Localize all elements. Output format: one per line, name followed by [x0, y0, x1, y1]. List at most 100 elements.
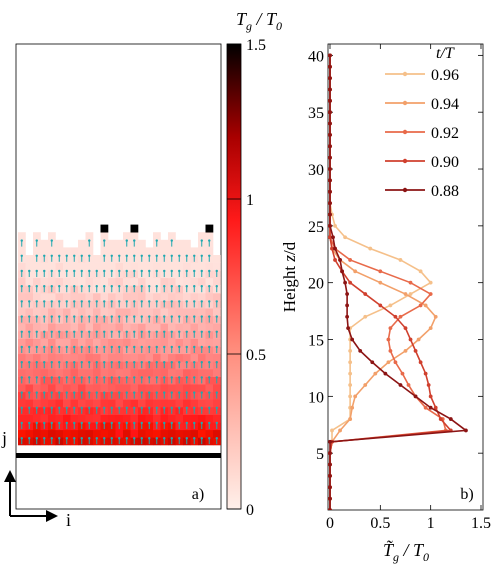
velocity-arrowhead	[28, 361, 31, 364]
heatmap-cell	[153, 232, 161, 241]
heatmap-cell	[18, 247, 26, 256]
velocity-arrowhead	[43, 269, 46, 273]
data-point	[353, 394, 358, 399]
legend-entry: 0.96	[431, 67, 459, 84]
heatmap-cell	[25, 384, 34, 393]
velocity-arrowhead	[193, 345, 196, 349]
velocity-arrowhead	[155, 437, 158, 440]
heatmap-cell	[78, 414, 86, 423]
data-point	[348, 417, 353, 421]
velocity-arrowhead	[80, 300, 83, 303]
data-point	[328, 76, 332, 80]
heatmap-cell	[175, 353, 184, 362]
heatmap-cell	[108, 384, 116, 393]
heatmap-cell	[153, 399, 161, 408]
heatmap-cell	[18, 308, 26, 317]
heatmap-cell	[115, 277, 124, 286]
velocity-arrowhead	[20, 239, 23, 242]
data-point	[386, 337, 391, 342]
velocity-arrowhead	[110, 254, 113, 257]
velocity-arrowhead	[35, 285, 38, 288]
velocity-arrowhead	[215, 391, 218, 394]
velocity-arrowhead	[208, 376, 211, 379]
velocity-arrowhead	[73, 345, 76, 349]
velocity-arrowhead	[80, 406, 83, 409]
data-point	[378, 280, 383, 285]
heatmap-cell	[153, 414, 161, 423]
heatmap-cell	[18, 262, 26, 271]
data-point	[333, 223, 337, 228]
velocity-arrowhead	[95, 376, 98, 379]
data-point	[328, 235, 332, 240]
heatmap-cell	[48, 384, 56, 393]
velocity-arrowhead	[148, 406, 151, 409]
heatmap-cell	[183, 414, 191, 423]
heatmap-cell	[100, 277, 109, 286]
heatmap-cell	[93, 323, 101, 332]
heatmap-cell	[198, 323, 206, 332]
velocity-arrowhead	[118, 421, 121, 425]
velocity-arrowhead	[193, 391, 196, 394]
heatmap-cell	[138, 239, 146, 248]
velocity-arrowhead	[140, 254, 143, 257]
heatmap-cell	[198, 262, 206, 271]
velocity-arrowhead	[95, 345, 98, 349]
heatmap-cell	[55, 247, 64, 256]
heatmap-cell	[40, 429, 49, 438]
velocity-arrowhead	[65, 437, 68, 440]
data-point	[378, 303, 383, 308]
velocity-arrowhead	[103, 391, 106, 394]
heatmap-cell	[85, 353, 94, 362]
velocity-arrowhead	[155, 254, 158, 257]
data-point	[403, 326, 408, 331]
velocity-arrowhead	[118, 315, 121, 318]
heatmap-cell	[33, 277, 41, 286]
heatmap-cell	[115, 239, 124, 248]
data-point	[345, 303, 350, 308]
data-point	[373, 371, 378, 376]
heatmap-cell	[168, 384, 176, 393]
heatmap-cell	[93, 308, 101, 317]
velocity-arrowhead	[118, 406, 121, 409]
heatmap-cell	[190, 353, 199, 362]
heatmap-cell	[108, 293, 116, 301]
velocity-arrowhead	[193, 285, 196, 288]
heatmap-cell	[63, 277, 71, 286]
data-point	[331, 235, 335, 240]
heatmap-cell	[18, 414, 26, 423]
heatmap-cell	[213, 399, 221, 408]
heatmap-cell	[93, 262, 101, 271]
heatmap-cell	[33, 293, 41, 301]
data-point	[393, 314, 398, 319]
heatmap-cell	[153, 338, 161, 347]
heatmap-cell	[48, 369, 56, 377]
heatmap-cell	[78, 293, 86, 301]
velocity-arrowhead	[50, 330, 53, 333]
velocity-arrowhead	[65, 421, 68, 425]
heatmap-cell	[55, 293, 64, 301]
legend-marker	[402, 71, 408, 77]
heatmap-cell	[183, 262, 191, 271]
velocity-arrowhead	[43, 300, 46, 303]
heatmap-cell	[48, 247, 56, 256]
velocity-arrowhead	[95, 421, 98, 425]
velocity-arrowhead	[155, 285, 158, 288]
data-point	[408, 337, 413, 342]
velocity-arrowhead	[88, 254, 91, 257]
heatmap-cell	[168, 399, 176, 408]
velocity-arrowhead	[185, 376, 188, 379]
heatmap-cell	[25, 353, 34, 362]
legend-marker	[402, 158, 408, 164]
y-tick-label: 5	[316, 446, 324, 463]
velocity-arrowhead	[163, 345, 166, 349]
heatmap-cell	[18, 384, 26, 393]
heatmap-cell	[130, 414, 139, 423]
velocity-arrowhead	[193, 330, 196, 333]
heatmap-cell	[123, 277, 131, 286]
velocity-arrowhead	[88, 376, 91, 379]
velocity-arrowhead	[65, 300, 68, 303]
heatmap-cell	[70, 429, 79, 438]
heatmap-cell	[168, 232, 176, 241]
velocity-arrowhead	[50, 239, 53, 242]
velocity-arrowhead	[178, 345, 181, 349]
